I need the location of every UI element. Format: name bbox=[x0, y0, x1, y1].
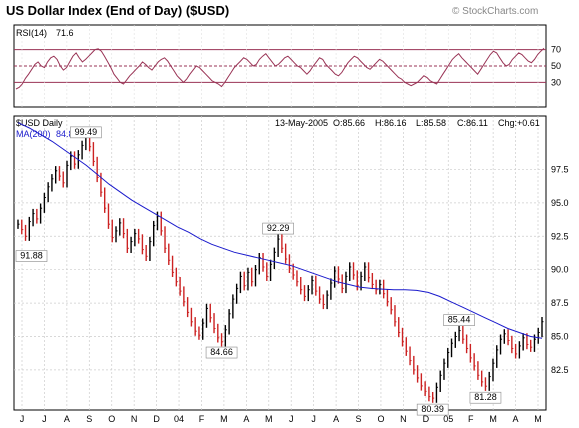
annotation-box bbox=[262, 222, 294, 235]
rsi-tick-label: 70 bbox=[551, 45, 561, 55]
annotation-box bbox=[205, 346, 238, 359]
x-tick-label: F bbox=[199, 414, 205, 424]
ma-label-prefix: MA(200) bbox=[16, 129, 51, 139]
x-tick-label: N bbox=[400, 414, 407, 424]
x-tick-label: M bbox=[534, 414, 542, 424]
ma-label-value: 84.87 bbox=[56, 129, 79, 139]
ma-200-line bbox=[17, 122, 543, 339]
header-close: C:86.11 bbox=[457, 118, 488, 128]
x-tick-label: J bbox=[42, 414, 47, 424]
annotation-label: 84.66 bbox=[210, 347, 233, 357]
y-tick-label: 85.0 bbox=[551, 332, 569, 342]
watermark: © StockCharts.com bbox=[452, 6, 538, 17]
y-tick-label: 95.0 bbox=[551, 198, 569, 208]
rsi-grid bbox=[14, 25, 546, 107]
x-tick-label: 05 bbox=[443, 414, 453, 424]
x-tick-label: M bbox=[265, 414, 273, 424]
x-tick-label: F bbox=[468, 414, 474, 424]
annotation-label: 85.44 bbox=[448, 315, 471, 325]
annotation-label: 81.28 bbox=[474, 392, 497, 402]
annotation-label: 80.39 bbox=[421, 404, 444, 414]
y-tick-label: 97.5 bbox=[551, 164, 569, 174]
x-tick-label: A bbox=[513, 414, 519, 424]
price-bars bbox=[17, 132, 544, 403]
annotation-label: 92.29 bbox=[267, 223, 290, 233]
header-high: H:86.16 bbox=[375, 118, 407, 128]
x-tick-label: S bbox=[86, 414, 92, 424]
rsi-tick-label: 50 bbox=[551, 61, 561, 71]
annotation-box bbox=[443, 314, 475, 326]
rsi-label-value: 71.6 bbox=[56, 28, 74, 38]
x-tick-label: J bbox=[311, 414, 316, 424]
x-tick-label: O bbox=[108, 414, 115, 424]
y-tick-labels: 82.5 85.0 87.5 90.0 92.5 95.0 97.5 bbox=[551, 164, 569, 374]
x-tick-label: J bbox=[289, 414, 294, 424]
symbol-label: $USD Daily bbox=[16, 118, 63, 128]
chart-title: US Dollar Index (End of Day) ($USD) bbox=[6, 3, 229, 18]
x-tick-label: A bbox=[64, 414, 70, 424]
x-tick-label: A bbox=[333, 414, 339, 424]
x-tick-label: M bbox=[489, 414, 497, 424]
header-low: L:85.58 bbox=[416, 118, 446, 128]
y-tick-label: 90.0 bbox=[551, 265, 569, 275]
x-tick-label: M bbox=[220, 414, 228, 424]
rsi-tick-labels: 70 50 30 bbox=[551, 45, 561, 88]
annotation-box bbox=[416, 403, 449, 416]
annotation-label: 91.88 bbox=[20, 251, 43, 261]
rsi-label-prefix: RSI(14) bbox=[16, 28, 47, 38]
y-tick-label: 82.5 bbox=[551, 365, 569, 375]
header-date: 13-May-2005 bbox=[275, 118, 328, 128]
price-annotations: 91.88 99.49 84.66 92.29 80.39 85.44 81.28 bbox=[15, 126, 502, 416]
header-chg: Chg:+0.61 bbox=[498, 118, 540, 128]
annotation-label: 99.49 bbox=[75, 127, 98, 137]
annotation-box bbox=[469, 391, 502, 404]
y-tick-label: 87.5 bbox=[551, 298, 569, 308]
y-tick-label: 92.5 bbox=[551, 231, 569, 241]
price-grid bbox=[14, 116, 546, 410]
annotation-box bbox=[15, 250, 48, 262]
header-open: O:85.66 bbox=[333, 118, 365, 128]
x-tick-label: D bbox=[153, 414, 160, 424]
rsi-tick-label: 30 bbox=[551, 77, 561, 87]
x-tick-labels: J J A S O N D 04 F M A M J J A S O N D 05 F M A M bbox=[20, 414, 542, 424]
x-tick-label: A bbox=[243, 414, 249, 424]
x-tick-label: J bbox=[20, 414, 25, 424]
x-tick-label: 04 bbox=[174, 414, 184, 424]
x-tick-label: S bbox=[356, 414, 362, 424]
annotation-box bbox=[70, 126, 102, 139]
x-tick-label: D bbox=[423, 414, 430, 424]
x-tick-label: N bbox=[131, 414, 138, 424]
x-tick-label: O bbox=[377, 414, 384, 424]
rsi-line bbox=[15, 47, 545, 90]
